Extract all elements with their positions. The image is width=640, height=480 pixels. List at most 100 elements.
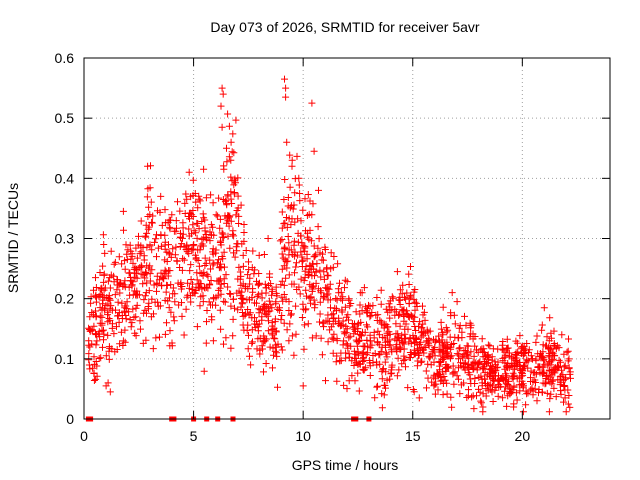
data-point <box>271 347 279 355</box>
data-point <box>419 320 427 328</box>
data-point <box>360 284 368 292</box>
data-point <box>90 286 97 294</box>
data-point <box>196 280 204 287</box>
data-point <box>198 218 206 225</box>
data-point <box>86 343 94 351</box>
data-point <box>130 269 138 277</box>
data-point <box>484 341 492 349</box>
data-point <box>280 196 288 203</box>
axis-ticks <box>83 57 610 420</box>
data-point <box>321 246 329 253</box>
data-point <box>299 305 307 313</box>
data-point <box>386 303 394 311</box>
data-point <box>297 232 305 240</box>
data-point <box>519 408 527 416</box>
data-point <box>538 326 546 334</box>
data-point <box>161 270 169 278</box>
data-point <box>315 235 323 243</box>
data-point <box>163 258 171 265</box>
data-point <box>231 304 238 312</box>
data-point <box>384 337 392 345</box>
data-point <box>291 218 299 226</box>
y-tick-label: 0.4 <box>55 170 75 186</box>
data-point <box>438 336 446 344</box>
data-point <box>313 260 321 268</box>
data-point <box>92 274 99 282</box>
data-point <box>448 403 456 411</box>
data-point <box>178 266 186 274</box>
data-point <box>381 358 389 366</box>
data-point <box>128 282 136 290</box>
data-point <box>206 237 214 245</box>
data-point <box>277 281 285 289</box>
data-point <box>524 364 532 372</box>
data-point <box>406 334 414 342</box>
data-point <box>329 349 337 357</box>
data-point <box>389 294 397 302</box>
data-point <box>200 165 208 173</box>
data-point <box>484 355 492 363</box>
data-point <box>92 313 100 321</box>
data-point <box>291 269 298 277</box>
data-point <box>464 349 471 357</box>
data-point <box>516 387 524 395</box>
data-point <box>505 349 513 357</box>
x-tick-label: 0 <box>80 428 88 444</box>
data-point <box>177 285 185 293</box>
data-point <box>560 383 568 390</box>
data-point <box>121 338 129 346</box>
data-point <box>146 184 154 192</box>
data-point <box>341 276 349 284</box>
data-point <box>272 289 280 297</box>
data-point <box>217 102 225 110</box>
data-point <box>345 334 353 342</box>
data-point <box>353 342 361 350</box>
data-point <box>106 295 114 303</box>
data-point <box>206 281 214 289</box>
data-point <box>504 360 512 367</box>
data-point <box>350 330 358 338</box>
data-point <box>363 309 371 317</box>
data-point <box>538 352 546 360</box>
data-point <box>281 75 288 83</box>
data-point <box>265 297 273 305</box>
data-point <box>529 378 537 386</box>
data-point <box>541 380 549 388</box>
data-point <box>439 331 447 339</box>
data-point <box>324 338 332 346</box>
data-point <box>284 194 292 201</box>
data-point <box>459 352 467 360</box>
data-point <box>227 188 235 196</box>
data-point <box>119 337 127 345</box>
data-point <box>129 305 137 313</box>
data-point <box>561 382 569 390</box>
data-point <box>316 318 323 326</box>
data-point <box>378 343 386 351</box>
data-point <box>352 308 360 316</box>
data-point <box>106 274 114 282</box>
data-point <box>248 339 256 347</box>
data-point <box>266 270 274 278</box>
data-point <box>443 390 451 398</box>
data-point <box>99 231 107 239</box>
data-point <box>550 384 558 392</box>
data-point <box>329 310 337 318</box>
data-point <box>484 381 492 389</box>
data-point <box>448 352 456 360</box>
data-point <box>428 378 436 386</box>
data-point <box>362 364 370 372</box>
data-point <box>268 291 276 299</box>
data-point <box>298 257 306 265</box>
data-point <box>278 224 286 232</box>
data-point <box>287 311 295 319</box>
data-point <box>152 334 160 342</box>
data-point <box>556 376 564 384</box>
data-point <box>107 302 115 310</box>
data-point <box>121 265 129 273</box>
data-point <box>284 257 292 265</box>
data-point <box>299 206 307 214</box>
data-point <box>441 364 449 372</box>
data-point <box>376 316 384 324</box>
data-point <box>269 364 276 372</box>
data-point <box>189 221 197 229</box>
